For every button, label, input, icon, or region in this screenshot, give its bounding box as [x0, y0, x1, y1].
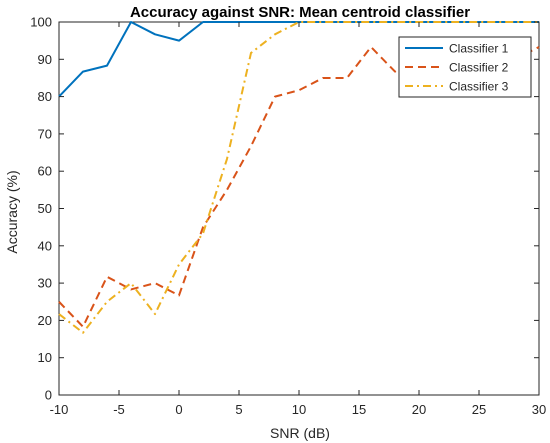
x-tick-label: 10	[292, 402, 306, 417]
x-tick-label: 0	[175, 402, 182, 417]
chart-title: Accuracy against SNR: Mean centroid clas…	[130, 4, 470, 21]
x-axis-label: SNR (dB)	[270, 425, 330, 441]
legend-label-1: Classifier 1	[449, 42, 509, 56]
y-tick-label: 30	[38, 276, 52, 291]
y-tick-label: 0	[45, 388, 52, 403]
y-tick-label: 40	[38, 238, 52, 253]
x-tick-label: -5	[113, 402, 125, 417]
y-tick-label: 100	[30, 15, 52, 30]
y-tick-label: 20	[38, 313, 52, 328]
legend: Classifier 1 Classifier 2 Classifier 3	[398, 36, 532, 98]
y-tick-label: 70	[38, 126, 52, 141]
x-tick-label: 25	[472, 402, 486, 417]
legend-label-3: Classifier 3	[449, 80, 509, 94]
y-tick-label: 50	[38, 201, 52, 216]
series-line-3	[58, 21, 539, 334]
x-tick-label: 15	[352, 402, 366, 417]
legend-label-2: Classifier 2	[449, 61, 509, 75]
x-tick-label: 30	[532, 402, 546, 417]
y-tick-label: 10	[38, 350, 52, 365]
x-tick-label: 5	[235, 402, 242, 417]
y-axis-label: Accuracy (%)	[4, 170, 20, 253]
y-tick-label: 60	[38, 164, 52, 179]
x-tick-label: -10	[50, 402, 69, 417]
x-tick-label: 20	[412, 402, 426, 417]
y-tick-label: 90	[38, 52, 52, 67]
y-tick-label: 80	[38, 89, 52, 104]
